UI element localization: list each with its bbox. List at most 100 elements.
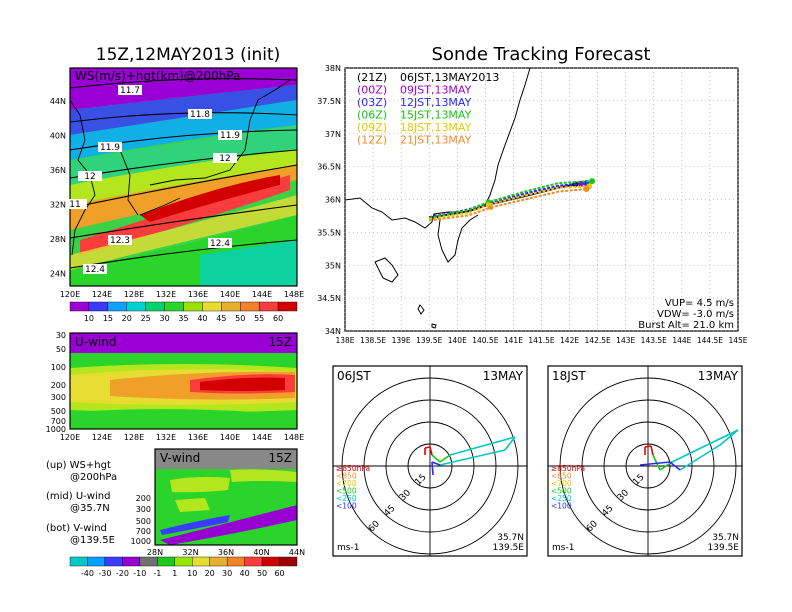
- tracking-lon-tick-label: 138.5E: [360, 336, 386, 345]
- svg-text:(12Z): (12Z): [357, 134, 387, 147]
- vwind-panel: [155, 449, 297, 545]
- ws-colorbar: 10 15 20 25 30 35 40 45 50 55 60: [69, 301, 298, 323]
- svg-text:06JST,13MAY2013: 06JST,13MAY2013: [400, 71, 499, 84]
- tracking-lat-tick-label: 34N: [325, 327, 341, 336]
- hodo-segment: [679, 444, 721, 471]
- ws-lat-tick-label: 32N: [50, 201, 66, 210]
- tracking-lon-tick-label: 143E: [616, 336, 635, 345]
- contour-labels: 11.7 11.8 11.9 11.9 12 12 12.3 12.4 12.4 11: [63, 85, 242, 275]
- uv-colorbar-swatch: [157, 556, 175, 567]
- vdw-text: VDW= -3.0 m/s: [657, 309, 734, 320]
- uwind-y-tick-label: 300: [51, 393, 66, 402]
- uv-colorbar-swatch: [104, 556, 123, 567]
- hodo-lat: 35.7N: [497, 533, 524, 543]
- ws-colorbar-label: 60: [273, 314, 283, 323]
- contour-label: 12: [213, 153, 237, 164]
- ws-lon-ticks: 120E 124E 128E 132E 136E 140E 144E 148E: [60, 290, 304, 299]
- ws-colorbar-swatch: [202, 301, 222, 312]
- vup-text: VUP= 4.5 m/s: [665, 298, 734, 309]
- hodo-segment: [439, 454, 451, 463]
- panel-legend-line: @139.5E: [70, 535, 115, 546]
- uv-colorbar-swatch: [279, 556, 298, 567]
- ws-colorbar-swatch: [277, 301, 298, 312]
- svg-text:(00Z): (00Z): [357, 84, 387, 97]
- ws-colorbar-swatch: [126, 301, 146, 312]
- hodo-unit: ms-1: [552, 543, 574, 553]
- tracking-legend: (21Z) 06JST,13MAY2013(00Z) 09JST,13MAY(03Z…: [357, 71, 499, 147]
- hodo-segment: [431, 461, 441, 466]
- ws-colorbar-swatch: [107, 301, 127, 312]
- ws-map: [69, 68, 298, 286]
- ws-colorbar-swatch: [164, 301, 184, 312]
- uwind-y-tick-label: 500: [51, 407, 66, 416]
- ws-colorbar-label: 30: [159, 314, 169, 323]
- uv-colorbar-swatch: [244, 556, 263, 567]
- hodo-legend-entry: <850: [336, 472, 357, 481]
- tracking-lat-tick-label: 37.5N: [317, 97, 341, 106]
- uv-colorbar-swatch: [174, 556, 193, 567]
- svg-text:11.9: 11.9: [220, 131, 240, 141]
- tracking-lat-tick-label: 36.5N: [317, 163, 341, 172]
- vwind-x-ticks: 28N 32N 36N 40N 44N: [147, 548, 305, 557]
- panel-legend-line: @200hPa: [70, 472, 117, 483]
- tracking-legend-entry: (21Z) 06JST,13MAY2013: [357, 71, 499, 84]
- tracking-lat-tick-label: 37N: [325, 130, 341, 139]
- ws-colorbar-label: 40: [197, 314, 207, 323]
- hodo-segment: [652, 454, 661, 471]
- tracking-legend-entry: (06Z) 15JST,13MAY: [357, 109, 472, 122]
- hodo-legend-entry: <100: [551, 502, 572, 511]
- uwind-x-tick-label: 124E: [92, 433, 112, 442]
- uv-colorbar-label: 20: [205, 569, 215, 578]
- uwind-x-tick-label: 140E: [220, 433, 240, 442]
- uv-colorbar-label: -30: [98, 569, 111, 578]
- ws-colorbar-swatch: [69, 301, 90, 312]
- hodo-legend-entry: <700: [551, 479, 572, 488]
- uv-colorbar-swatch: [261, 556, 280, 567]
- hodo-segment: [719, 429, 739, 446]
- hodo-segment: [650, 445, 654, 456]
- uwind-x-tick-label: 148E: [284, 433, 304, 442]
- svg-text:21JST,13MAY: 21JST,13MAY: [400, 134, 472, 147]
- svg-text:18JST,13MAY: 18JST,13MAY: [400, 121, 472, 134]
- ws-colorbar-label: 55: [254, 314, 264, 323]
- burst-text: Burst Alt= 21.0 km: [638, 320, 734, 331]
- contour-label: 11.9: [98, 142, 122, 153]
- hodo-segment: [449, 436, 516, 456]
- uwind-x-tick-label: 136E: [188, 433, 208, 442]
- hodo-segment: [644, 445, 652, 448]
- svg-text:11.9: 11.9: [100, 143, 120, 153]
- tracking-lat-ticks: 38N 37.5N 37N 36.5N 36N 35.5N 35N 34.5N 34N: [317, 64, 341, 336]
- tracking-lon-tick-label: 139E: [392, 336, 411, 345]
- hodo-legend-entry: <250: [336, 494, 357, 503]
- vwind-x-tick-label: 28N: [147, 548, 163, 557]
- hodo-date: 13MAY: [698, 369, 739, 383]
- ws-lon-tick-label: 144E: [252, 290, 272, 299]
- tracking-lon-tick-label: 139.5E: [416, 336, 442, 345]
- hodo-legend-entry: <500: [336, 487, 357, 496]
- hodo-lon: 139.5E: [708, 543, 740, 553]
- tracking-lon-tick-label: 145E: [728, 336, 747, 345]
- hodo-segment: [424, 446, 431, 449]
- ws-lat-tick-label: 28N: [50, 235, 66, 244]
- hodo-frame: [547, 365, 743, 557]
- uv-colorbar-swatch: [139, 556, 158, 567]
- burst-point: [589, 178, 596, 185]
- ws-colorbar-swatch: [240, 301, 260, 312]
- tracking-lat-tick-label: 38N: [325, 64, 341, 73]
- ws-lon-tick-label: 140E: [220, 290, 240, 299]
- uv-colorbar-label: 10: [187, 569, 197, 578]
- hodo-legend-entry: ≥850hPa: [551, 464, 585, 473]
- tracking-series: [429, 178, 596, 222]
- tracking-legend-entry: (03Z) 12JST,13MAY: [357, 96, 472, 109]
- tracking-title: Sonde Tracking Forecast: [432, 44, 651, 65]
- hodo-time: 18JST: [552, 369, 586, 383]
- contour-label: 12.3: [108, 235, 132, 246]
- svg-text:12: 12: [219, 154, 230, 164]
- svg-text:12.3: 12.3: [110, 236, 130, 246]
- hodo-segment: [431, 461, 434, 476]
- vwind-x-tick-label: 40N: [253, 548, 269, 557]
- uwind-y-tick-label: 30: [56, 331, 66, 340]
- hodo-segment: [669, 461, 681, 471]
- uwind-x-ticks: 120E 124E 128E 132E 136E 140E 144E 148E: [60, 433, 304, 442]
- coastline: [344, 67, 531, 329]
